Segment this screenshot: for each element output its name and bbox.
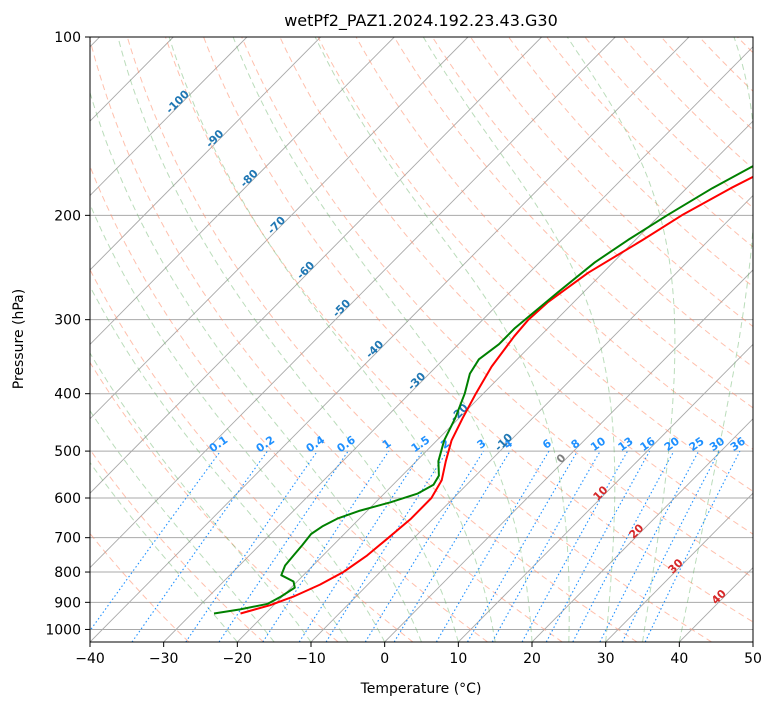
isotherm: [90, 37, 395, 345]
dry-adiabat: [90, 164, 488, 642]
dry-adiabat: [165, 37, 712, 642]
moist-adiabat: [90, 203, 386, 642]
moist-adiabat: [90, 461, 238, 642]
x-axis-ticks: −40 −30 −20 −10 0 10 20 30 40 50: [75, 642, 762, 667]
isotherm: [90, 37, 321, 271]
profile-line: [240, 175, 753, 615]
moist-adiabat: [117, 37, 459, 642]
y-tick-label: 400: [54, 387, 81, 403]
moist-adiabat: [566, 37, 676, 642]
x-tick-label: −10: [296, 651, 326, 667]
mixing-ratio-line: [467, 450, 578, 642]
isotherm: [90, 37, 542, 494]
dry-adiabat: [584, 37, 753, 209]
x-tick-label: 20: [523, 651, 541, 667]
isotherm: [531, 418, 753, 642]
isotherm: [605, 492, 753, 642]
isotherm: [90, 37, 616, 569]
y-axis-label: Pressure (hPa): [11, 289, 27, 389]
y-tick-label: 900: [54, 595, 81, 611]
moist-adiabat: [232, 37, 533, 642]
mixing-ratio-line: [491, 450, 601, 642]
x-tick-label: −30: [149, 651, 179, 667]
moist-adiabat: [90, 285, 349, 642]
x-tick-label: −20: [223, 651, 253, 667]
y-tick-label: 100: [54, 30, 81, 46]
moist-adiabat: [90, 409, 275, 642]
mixing-ratio-line: [393, 450, 511, 642]
mixing-ratio-line: [185, 450, 318, 642]
isotherm: [752, 641, 753, 642]
mixing-ratio-line: [521, 450, 629, 642]
profile-line: [213, 164, 753, 615]
isotherm: [90, 37, 248, 197]
mixing-ratio-line: [644, 450, 741, 642]
dry-adiabat: [431, 37, 753, 368]
y-tick-label: 500: [54, 444, 81, 460]
mixing-ratio-line: [325, 450, 448, 642]
x-axis-label: Temperature (°C): [360, 681, 482, 697]
x-tick-label: 0: [380, 651, 389, 667]
chart-title: wetPf2_PAZ1.2024.192.23.43.G30: [284, 11, 558, 31]
moist-adiabat: [168, 37, 496, 642]
isotherm: [90, 37, 690, 642]
x-tick-label: 30: [597, 651, 615, 667]
dry-adiabat: [279, 37, 753, 535]
isotherm: [384, 269, 753, 642]
plot-frame: [89, 36, 754, 643]
dry-adiabat: [355, 37, 753, 450]
dry-adiabat: [241, 37, 753, 579]
isotherm: [163, 46, 753, 642]
background-lines: [90, 37, 753, 642]
isotherm: [458, 343, 753, 642]
dry-adiabat: [393, 37, 753, 409]
mixing-ratio-line: [545, 450, 651, 642]
y-tick-label: 1000: [45, 622, 81, 638]
mixing-ratio-line: [298, 450, 423, 642]
x-tick-label: 40: [670, 651, 688, 667]
x-tick-label: −40: [75, 651, 105, 667]
moist-adiabat: [678, 37, 753, 642]
mixing-ratio-line: [90, 450, 221, 632]
dry-adiabat: [126, 37, 638, 642]
profile-lines: [213, 164, 753, 615]
moist-adiabat: [422, 37, 616, 642]
x-tick-label: 10: [449, 651, 467, 667]
isotherm: [237, 120, 753, 642]
moist-adiabat: [90, 90, 422, 642]
y-tick-label: 600: [54, 491, 81, 507]
x-tick-label: 50: [744, 651, 762, 667]
dry-adiabat: [203, 37, 753, 623]
y-tick-label: 800: [54, 565, 81, 581]
isotherm: [90, 37, 469, 420]
y-tick-label: 300: [54, 313, 81, 329]
y-tick-label: 200: [54, 208, 81, 224]
y-axis-ticks: 1000 900 800 700 600 500 400 300 200 100: [45, 30, 90, 638]
dry-adiabat: [90, 268, 414, 642]
mixing-ratio-line: [364, 450, 484, 642]
moist-adiabat: [90, 352, 312, 642]
dry-adiabat: [546, 37, 753, 248]
mixing-ratio-line: [131, 450, 268, 642]
plot-background: [90, 37, 753, 642]
dry-adiabat: [90, 448, 264, 642]
y-tick-label: 700: [54, 531, 81, 547]
moist-adiabat: [314, 37, 570, 642]
mixing-ratio-line: [435, 450, 550, 642]
